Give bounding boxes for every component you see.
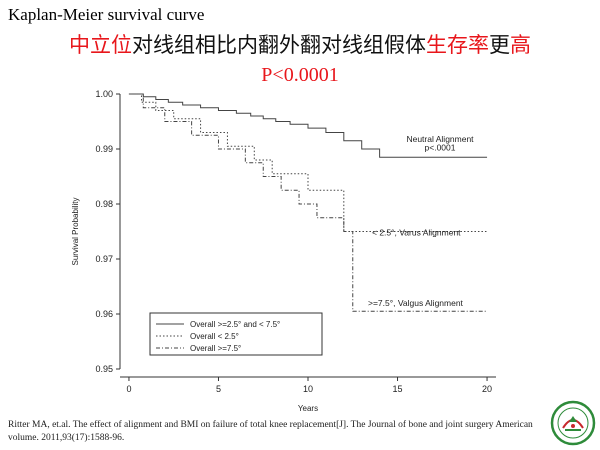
x-tick-label: 20 bbox=[482, 384, 492, 394]
y-tick-label: 0.97 bbox=[95, 254, 113, 264]
legend-entry-2: Overall < 2.5° bbox=[190, 332, 239, 341]
survival-chart: 0.95 0.96 0.97 0.98 0.99 1.00 0 5 10 15 20 Years Sur… bbox=[71, 89, 496, 413]
series-line-2 bbox=[128, 93, 488, 232]
university-seal-icon bbox=[550, 400, 596, 446]
annotation-pvalue: p<.0001 bbox=[425, 143, 456, 153]
series-line-1 bbox=[128, 93, 488, 158]
series-line-3 bbox=[128, 93, 488, 312]
x-tick-label: 5 bbox=[216, 384, 221, 394]
y-tick-label: 0.98 bbox=[95, 199, 113, 209]
headline-part-1: 中立位 bbox=[69, 33, 132, 57]
y-tick-label: 0.96 bbox=[95, 309, 113, 319]
headline-part-2: 对线组相比内翻外翻对线组假体 bbox=[132, 33, 426, 57]
annotation-neutral: Neutral Alignment bbox=[406, 134, 474, 144]
legend-box bbox=[149, 312, 323, 356]
slide-title: Kaplan-Meier survival curve bbox=[8, 5, 205, 24]
x-tick-label: 15 bbox=[393, 384, 403, 394]
y-tick-label: 1.00 bbox=[95, 89, 113, 99]
y-axis-label: Survival Probability bbox=[71, 197, 80, 265]
x-tick-label: 10 bbox=[303, 384, 313, 394]
legend-entry-1: Overall >=2.5° and < 7.5° bbox=[190, 320, 280, 329]
chinese-headline: 中立位对线组相比内翻外翻对线组假体生存率更高 bbox=[0, 33, 600, 57]
annotation-valgus: >=7.5°, Valgus Alignment bbox=[368, 298, 464, 308]
x-axis-label: Years bbox=[298, 404, 318, 413]
annotation-varus: < 2.5°, Varus Alignment bbox=[372, 227, 461, 237]
headline-part-3: 生存率 bbox=[426, 33, 489, 57]
headline-part-5: 高 bbox=[510, 33, 531, 57]
citation: Ritter MA, et.al. The effect of alignmen… bbox=[8, 420, 533, 443]
x-tick-label: 0 bbox=[126, 384, 131, 394]
y-tick-label: 0.95 bbox=[95, 364, 113, 374]
headline-part-4: 更 bbox=[489, 33, 510, 57]
y-tick-label: 0.99 bbox=[95, 144, 113, 154]
legend-entry-3: Overall >=7.5° bbox=[190, 344, 241, 353]
p-value-label: P<0.0001 bbox=[261, 64, 339, 86]
